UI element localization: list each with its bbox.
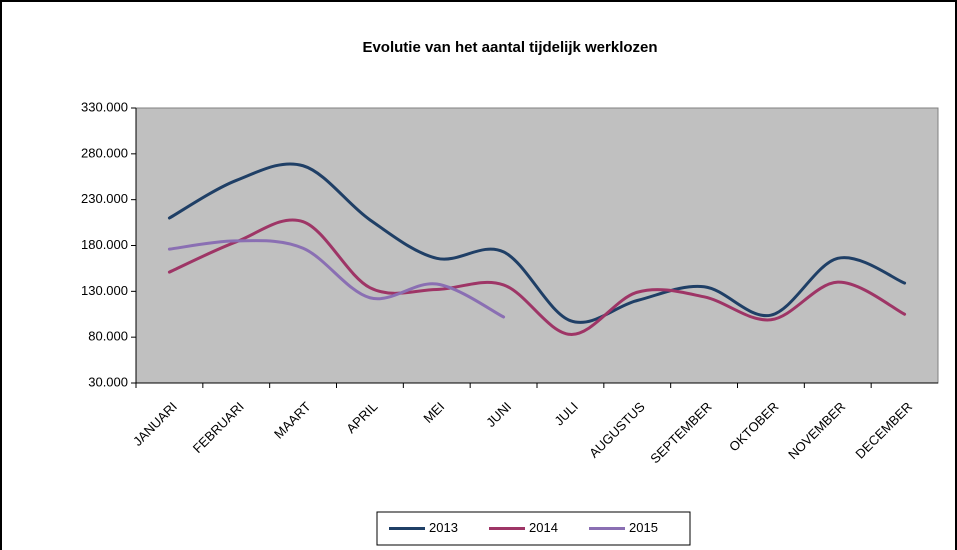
legend-label: 2013 xyxy=(429,520,458,535)
legend-box xyxy=(376,511,691,546)
y-tick-label: 230.000 xyxy=(81,191,128,206)
series-line xyxy=(167,239,506,319)
y-tick-label: 130.000 xyxy=(81,283,128,298)
plot-area xyxy=(135,107,939,384)
chart-title: Evolutie van het aantal tijdelijk werklo… xyxy=(362,39,657,56)
y-tick-label: 330.000 xyxy=(81,99,128,114)
legend-label: 2014 xyxy=(529,520,558,535)
y-tick-label: 280.000 xyxy=(81,145,128,160)
series-line xyxy=(167,162,907,324)
legend-label: 2015 xyxy=(629,520,658,535)
y-tick-label: 180.000 xyxy=(81,237,128,252)
y-tick-label: 30.000 xyxy=(88,374,128,389)
y-tick-label: 80.000 xyxy=(88,329,128,344)
series-line xyxy=(167,218,907,336)
